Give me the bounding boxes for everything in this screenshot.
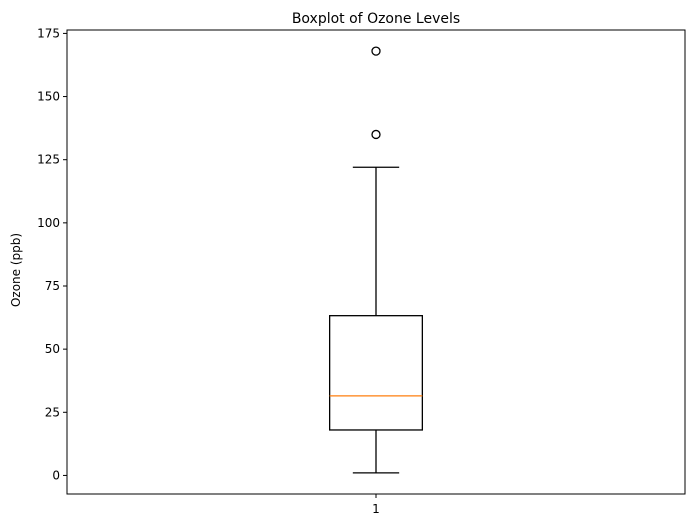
y-axis-label: Ozone (ppb) [9, 233, 23, 307]
y-tick-label: 175 [37, 26, 60, 40]
iqr-box [328, 315, 423, 431]
y-tick-label: 75 [45, 279, 60, 293]
y-tick-label: 125 [37, 153, 60, 167]
y-tick-label: 50 [45, 342, 60, 356]
y-tick-label: 150 [37, 90, 60, 104]
y-tick-label: 0 [52, 468, 60, 482]
outlier-point [371, 129, 381, 140]
outlier-point [371, 46, 381, 56]
chart-title: Boxplot of Ozone Levels [292, 11, 460, 27]
x-tick-label: 1 [372, 502, 380, 516]
plot-area: 0 25 50 75 100 125 150 175 1 [37, 26, 423, 516]
y-tick-label: 100 [37, 216, 60, 230]
y-tick-label: 25 [45, 405, 60, 419]
axes-frame [66, 29, 686, 495]
